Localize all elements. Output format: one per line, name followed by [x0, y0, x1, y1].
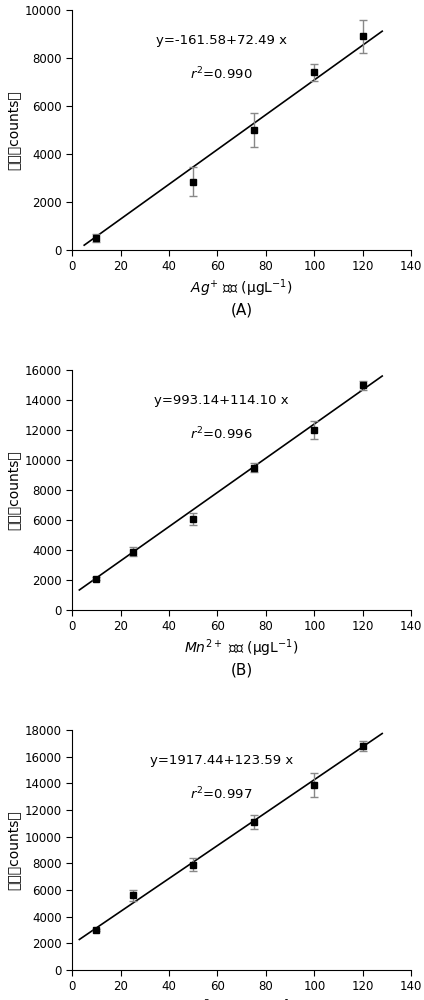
X-axis label: $Mn^{2+}$ 浓度 (μgL$^{-1}$): $Mn^{2+}$ 浓度 (μgL$^{-1}$) [184, 638, 299, 659]
Text: $r^2$=0.996: $r^2$=0.996 [190, 425, 253, 442]
Text: y=993.14+114.10 x: y=993.14+114.10 x [154, 394, 289, 407]
Text: y=-161.58+72.49 x: y=-161.58+72.49 x [156, 34, 287, 47]
Text: (B): (B) [231, 663, 253, 678]
Text: y=1917.44+123.59 x: y=1917.44+123.59 x [150, 754, 293, 767]
X-axis label: $Ag^{+}$ 浓度 (μgL$^{-1}$): $Ag^{+}$ 浓度 (μgL$^{-1}$) [190, 278, 293, 299]
Y-axis label: 峰高（counts）: 峰高（counts） [6, 810, 20, 890]
X-axis label: $Cr^{3+}$ 浓度 (μgL$^{-1}$): $Cr^{3+}$ 浓度 (μgL$^{-1}$) [187, 998, 296, 1000]
Text: $r^2$=0.990: $r^2$=0.990 [190, 65, 253, 82]
Y-axis label: 峰高（counts）: 峰高（counts） [6, 450, 20, 530]
Text: (A): (A) [231, 303, 253, 318]
Y-axis label: 峰高（counts）: 峰高（counts） [6, 90, 20, 170]
Text: $r^2$=0.997: $r^2$=0.997 [190, 785, 253, 802]
